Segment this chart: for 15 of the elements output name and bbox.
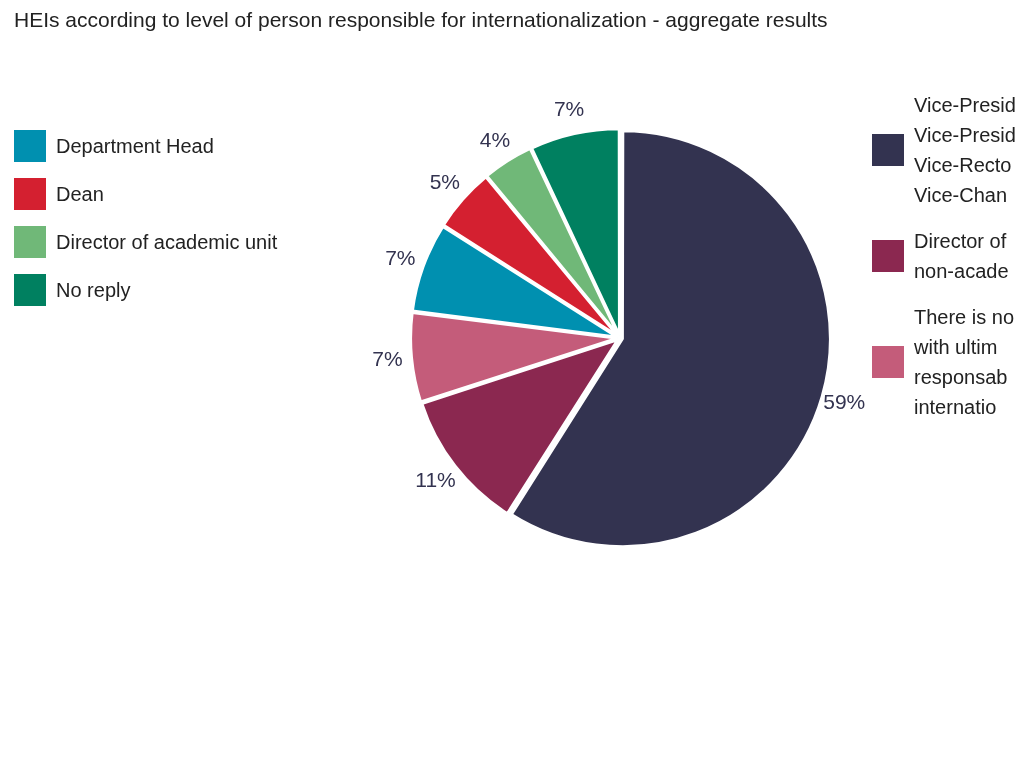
data-label: 7% xyxy=(385,245,416,269)
legend-label: Vice-Presid Vice-Presid Vice-Recto Vice-Chan xyxy=(914,93,1016,208)
data-label: 4% xyxy=(479,127,511,151)
legend-label: Director of academic unit xyxy=(56,230,278,255)
legend-label: Director of non-acade xyxy=(914,229,1009,284)
legend-label: No reply xyxy=(56,278,131,303)
data-label: 7% xyxy=(372,346,403,370)
data-label: 59% xyxy=(823,389,866,413)
legend-label: There is no with ultim responsab internatio xyxy=(914,305,1015,420)
legend-label: Department Head xyxy=(56,134,214,159)
data-label: 7% xyxy=(553,96,585,120)
data-label: 11% xyxy=(415,467,456,491)
legend-label: Dean xyxy=(56,182,104,207)
chart-title: HEIs according to level of person responsible for internationalization - aggregate results xyxy=(14,8,828,32)
data-label: 5% xyxy=(429,170,461,194)
